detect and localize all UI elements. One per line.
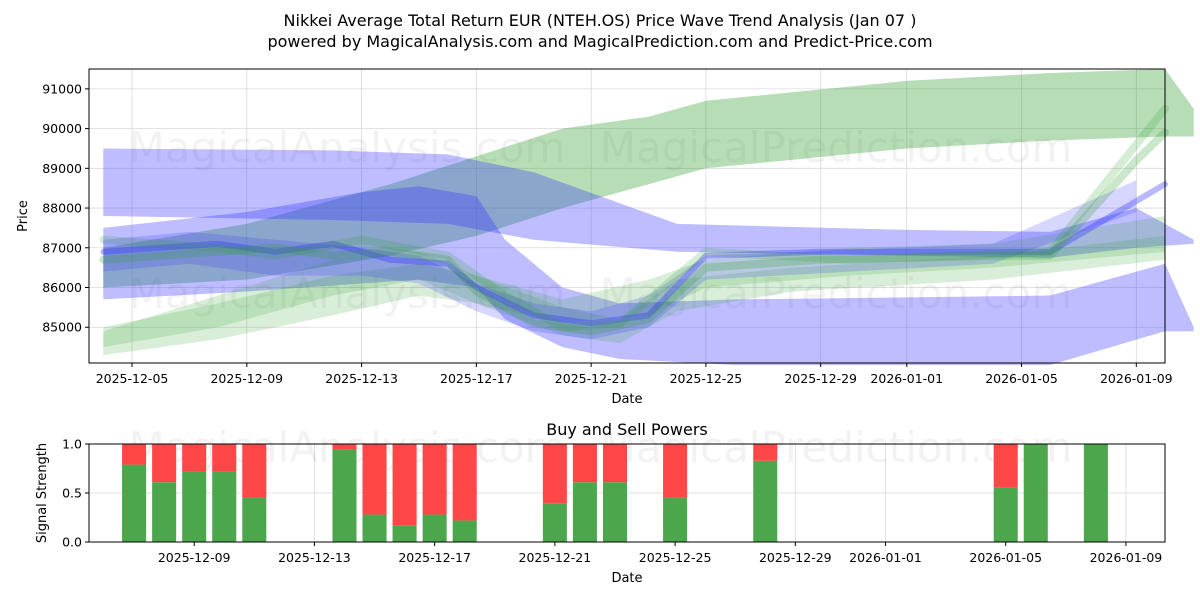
sell-bar xyxy=(993,444,1018,488)
signal-line-1 xyxy=(100,181,1168,327)
buy-bar xyxy=(422,514,447,542)
wave-band-1 xyxy=(103,69,1194,288)
buy-sell-x-tick-label: 2025-12-17 xyxy=(398,550,471,565)
buy-bar xyxy=(993,487,1018,542)
price-grid xyxy=(89,69,1165,363)
wave-band-4 xyxy=(103,216,1165,356)
price-watermark: MagicalAnalysis.com MagicalPrediction.co… xyxy=(129,123,1073,318)
price-y-tick-label: 87000 xyxy=(42,240,82,255)
buy-sell-x-tick-label: 2026-01-09 xyxy=(1090,550,1163,565)
price-wave-plot: MagicalAnalysis.com MagicalPrediction.co… xyxy=(16,68,1194,407)
sell-bar xyxy=(242,444,267,498)
price-y-tick-label: 89000 xyxy=(42,161,82,176)
buy-bar xyxy=(182,471,207,542)
sell-bar xyxy=(452,444,477,521)
price-y-tick-label: 86000 xyxy=(42,280,82,295)
buy-bar xyxy=(753,460,778,542)
price-y-tick-label: 85000 xyxy=(42,320,82,335)
buy-bar xyxy=(212,471,237,542)
buy-bar xyxy=(542,503,567,542)
sell-bar xyxy=(663,444,688,498)
signal-line-2 xyxy=(99,128,1169,336)
buy-bar xyxy=(152,482,177,542)
buy-sell-bars xyxy=(122,444,1108,542)
sell-bar xyxy=(332,444,357,450)
buy-sell-x-ticks: 2025-12-09 2025-12-13 2025-12-17 2025-12-21… xyxy=(158,542,1162,565)
buy-sell-x-tick-label: 2025-12-13 xyxy=(278,550,351,565)
buy-sell-y-tick-label: 1.0 xyxy=(62,437,82,452)
price-x-tick-label: 2025-12-13 xyxy=(325,371,398,386)
buy-bar xyxy=(452,520,477,542)
buy-sell-title: Buy and Sell Powers xyxy=(546,420,708,439)
wave-band-3 xyxy=(103,186,1194,365)
price-x-ticks: 2025-12-05 2025-12-09 2025-12-13 2025-12-17… xyxy=(96,363,1173,386)
buy-sell-x-tick-label: 2026-01-01 xyxy=(849,550,922,565)
sell-bar xyxy=(422,444,447,515)
buy-sell-x-tick-label: 2025-12-29 xyxy=(759,550,832,565)
buy-bar xyxy=(332,449,357,542)
buy-bar xyxy=(1023,444,1048,542)
price-x-tick-label: 2025-12-09 xyxy=(210,371,283,386)
buy-sell-x-tick-label: 2025-12-21 xyxy=(519,550,592,565)
buy-sell-x-tick-label: 2025-12-09 xyxy=(158,550,231,565)
sell-bar xyxy=(212,444,237,472)
price-y-tick-label: 88000 xyxy=(42,201,82,216)
wave-band-2 xyxy=(103,148,1194,258)
buy-sell-watermark: MagicalAnalysis.com MagicalPrediction.co… xyxy=(129,423,1073,472)
wave-band-6 xyxy=(103,180,1137,340)
price-plot-frame xyxy=(88,68,1166,364)
watermark-top-1: MagicalAnalysis.com xyxy=(129,123,566,172)
sell-bar xyxy=(542,444,567,504)
price-y-ticks: 85000 86000 87000 88000 89000 90000 91000 xyxy=(42,81,89,335)
chart-title-line1: Nikkei Average Total Return EUR (NTEH.OS… xyxy=(284,11,917,30)
price-x-tick-label: 2025-12-25 xyxy=(670,371,743,386)
buy-bar xyxy=(1083,444,1108,542)
buy-sell-y-tick-label: 0.5 xyxy=(62,486,82,501)
watermark-top-3: MagicalAnalysis.com xyxy=(129,269,566,318)
price-bands xyxy=(103,69,1194,365)
price-x-tick-label: 2025-12-29 xyxy=(784,371,857,386)
price-x-tick-label: 2026-01-01 xyxy=(870,371,943,386)
buy-sell-y-ticks: 0.0 0.5 1.0 xyxy=(62,437,89,550)
price-x-tick-label: 2025-12-17 xyxy=(440,371,513,386)
sell-bar xyxy=(152,444,177,483)
chart-title-line2: powered by MagicalAnalysis.com and Magic… xyxy=(267,32,932,51)
buy-sell-x-tick-label: 2025-12-25 xyxy=(639,550,712,565)
price-y-axis-label: Price xyxy=(16,200,31,232)
price-y-tick-label: 90000 xyxy=(42,121,82,136)
buy-sell-plot: Buy and Sell Powers MagicalAnalysis.com … xyxy=(35,420,1166,586)
buy-sell-x-axis-label: Date xyxy=(611,571,642,586)
sell-bar xyxy=(572,444,597,483)
buy-sell-y-tick-label: 0.0 xyxy=(62,535,82,550)
watermark-top-2: MagicalPrediction.com xyxy=(600,123,1073,172)
price-x-tick-label: 2025-12-21 xyxy=(555,371,628,386)
buy-bar xyxy=(392,525,417,542)
buy-bar xyxy=(362,514,387,542)
sell-bar xyxy=(122,444,147,465)
sell-bar xyxy=(362,444,387,515)
buy-bar xyxy=(602,482,627,542)
sell-bar xyxy=(182,444,207,472)
watermark-top-4: MagicalPrediction.com xyxy=(600,269,1073,318)
price-x-axis-label: Date xyxy=(611,392,642,407)
sell-bar xyxy=(753,444,778,461)
price-y-tick-label: 91000 xyxy=(42,81,82,96)
sell-bar xyxy=(602,444,627,483)
buy-sell-y-axis-label: Signal Strength xyxy=(35,443,50,543)
sell-bar xyxy=(392,444,417,526)
price-signal-lines xyxy=(99,104,1169,336)
price-x-tick-label: 2026-01-09 xyxy=(1100,371,1173,386)
buy-sell-x-tick-label: 2026-01-05 xyxy=(969,550,1042,565)
buy-bar xyxy=(663,497,688,542)
price-x-tick-label: 2025-12-05 xyxy=(96,371,169,386)
signal-line-3 xyxy=(99,104,1169,332)
buy-bar xyxy=(242,497,267,542)
buy-bar xyxy=(122,464,147,542)
buy-bar xyxy=(572,482,597,542)
wave-band-5 xyxy=(103,235,1165,348)
price-x-tick-label: 2026-01-05 xyxy=(985,371,1058,386)
